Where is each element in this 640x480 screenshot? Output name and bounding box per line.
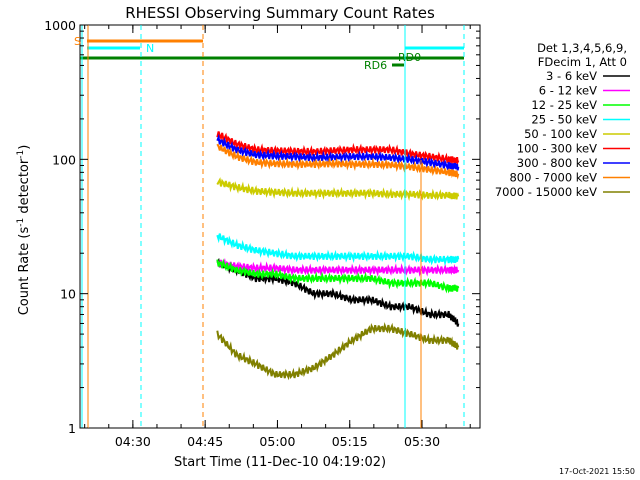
annotation-rd0: RD0 bbox=[398, 51, 421, 64]
x-axis-label: Start Time (11-Dec-10 04:19:02) bbox=[174, 455, 386, 470]
legend-label-1: 6 - 12 keV bbox=[539, 84, 597, 98]
y-tick-label-2: 100 bbox=[52, 152, 76, 167]
y-tick-label-3: 1000 bbox=[44, 18, 76, 33]
x-tick-label-0: 04:30 bbox=[115, 434, 151, 449]
legend-title-line-1: Det 1,3,4,5,6,9, bbox=[537, 41, 627, 55]
legend-label-4: 50 - 100 keV bbox=[524, 127, 597, 141]
legend-label-2: 12 - 25 keV bbox=[531, 98, 597, 112]
legend-label-8: 7000 - 15000 keV bbox=[495, 185, 597, 199]
annotation-n: N bbox=[146, 42, 154, 55]
legend-label-5: 100 - 300 keV bbox=[517, 142, 597, 156]
overlay-layer: S N RD0 RD6 bbox=[74, 25, 465, 428]
footer-timestamp: 17-Oct-2021 15:50 bbox=[559, 467, 635, 476]
x-tick-label-1: 04:45 bbox=[187, 434, 223, 449]
series-line-4 bbox=[216, 177, 460, 202]
series-line-2 bbox=[216, 258, 460, 294]
legend-label-3: 25 - 50 keV bbox=[531, 113, 597, 127]
legend-label-6: 300 - 800 keV bbox=[517, 156, 597, 170]
y-tick-label-0: 1 bbox=[68, 421, 76, 436]
x-tick-label-2: 05:00 bbox=[259, 434, 295, 449]
annotation-rd6: RD6 bbox=[364, 59, 387, 72]
legend-title-line-2: FDecim 1, Att 0 bbox=[538, 55, 627, 69]
series-line-7 bbox=[216, 143, 460, 180]
legend: Det 1,3,4,5,6,9, FDecim 1, Att 0 3 - 6 k… bbox=[495, 41, 630, 199]
axis-layer: 04:30 04:45 05:00 05:15 05:30 1 10 100 1000 bbox=[44, 18, 480, 449]
y-axis-label: Count Rate (s-1 detector-1) bbox=[16, 145, 32, 316]
x-tick-label-4: 05:30 bbox=[404, 434, 440, 449]
legend-label-0: 3 - 6 keV bbox=[546, 69, 597, 83]
y-tick-label-1: 10 bbox=[60, 287, 76, 302]
series-line-8 bbox=[216, 321, 460, 381]
series-line-6 bbox=[216, 133, 460, 172]
legend-label-7: 800 - 7000 keV bbox=[509, 171, 597, 185]
plot-frame bbox=[79, 24, 481, 429]
series-line-5 bbox=[216, 131, 460, 166]
annotation-s: S bbox=[74, 35, 81, 48]
chart-title: RHESSI Observing Summary Count Rates bbox=[125, 4, 435, 22]
series-line-0 bbox=[216, 257, 460, 327]
x-tick-label-3: 05:15 bbox=[332, 434, 368, 449]
series-layer bbox=[216, 131, 460, 381]
series-line-3 bbox=[216, 233, 460, 267]
